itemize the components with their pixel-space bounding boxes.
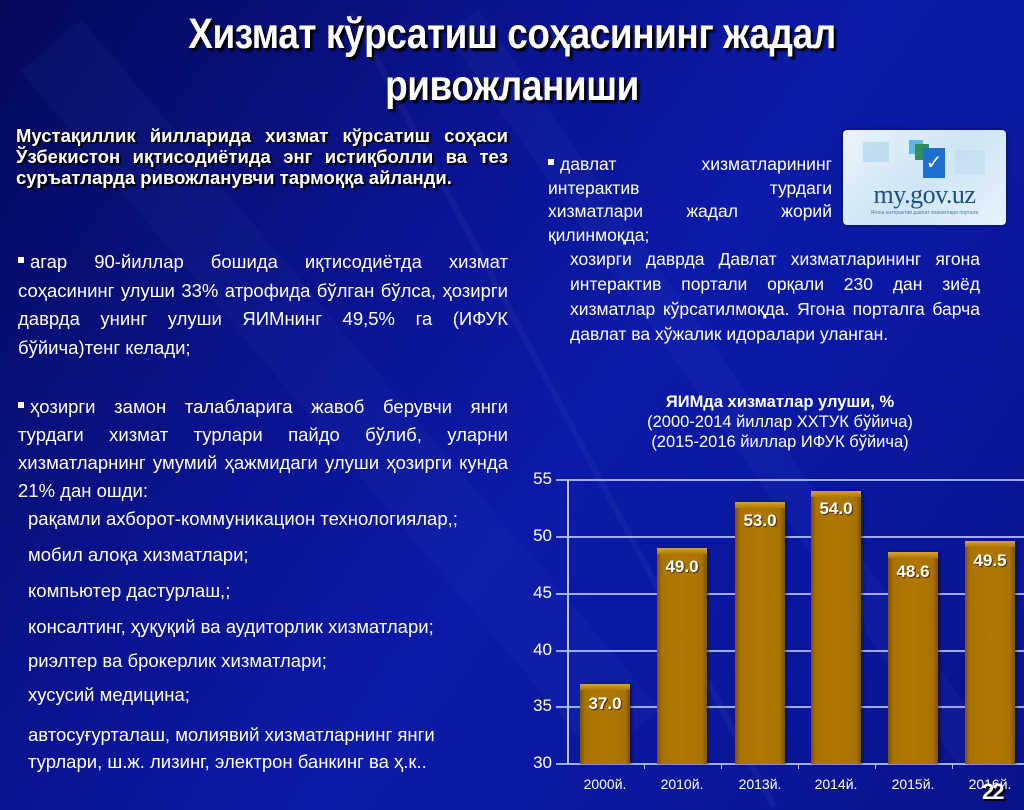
slide-number: 22 (982, 779, 1005, 804)
logo-text: my.gov.uz (873, 180, 976, 209)
paragraph-services-share-text: агар 90-йиллар бошида иқтисодиётда хизма… (18, 251, 508, 358)
slide-title-line1: Хизмат кўрсатиш соҳасининг жадал (188, 10, 836, 58)
logo-subtext: Ягона интерактив давлат хизматлари порта… (870, 210, 979, 216)
y-tick-label: 40 (533, 640, 552, 659)
bullet-square-icon (18, 257, 24, 264)
background-streak (445, 9, 995, 771)
gridline (556, 593, 1024, 595)
x-axis-line (556, 763, 1024, 765)
services-list-item: компьютер дастурлаш,; (28, 580, 231, 601)
services-list-item: автосуғурталаш, молиявий хизматларнинг я… (28, 724, 435, 772)
x-tick-mark (644, 764, 645, 769)
bullet-square-icon (548, 159, 554, 166)
chart-title: ЯИМда хизматлар улуши, % (2000-2014 йилл… (580, 392, 980, 452)
x-tick-label: 2013й. (738, 776, 782, 792)
y-axis-line (567, 479, 569, 764)
bar-2014 (811, 491, 861, 764)
bar-2016 (965, 541, 1015, 764)
x-tick-mark (952, 764, 953, 769)
bar-value-label: 53.0 (743, 511, 777, 530)
bar-value-label: 54.0 (819, 499, 853, 518)
y-tick-label: 30 (533, 753, 552, 772)
x-tick-label: 2010й. (660, 776, 704, 792)
chart-title-main: ЯИМда хизматлар улуши, % (665, 393, 895, 411)
paragraph-new-services: ҳозирги замон талабларига жавоб берувчи … (18, 393, 508, 505)
intro-statement: Мустақиллик йилларида хизмат кўрсатиш со… (16, 125, 508, 188)
services-list-item: рақамли ахборот-коммуникацион технология… (28, 508, 458, 529)
services-list-item: мобил алоқа хизматлари; (28, 544, 249, 565)
y-tick-label: 45 (533, 583, 552, 602)
bar-value-label: 37.0 (588, 694, 622, 713)
x-tick-mark (798, 764, 799, 769)
bar-2000 (580, 684, 630, 764)
paragraph-new-services-text: ҳозирги замон талабларига жавоб берувчи … (18, 396, 508, 501)
services-list: рақамли ахборот-коммуникацион технология… (28, 507, 508, 775)
gridline (556, 706, 1024, 708)
gridline (556, 536, 1024, 538)
services-list-item: хусусий медицина; (28, 684, 190, 705)
bar-value-label: 48.6 (896, 562, 930, 581)
y-tick-label: 55 (533, 469, 552, 488)
chart-subtitle-2: (2015-2016 йиллар ИФУК бўйича) (651, 433, 909, 451)
bar-value-label: 49.5 (973, 551, 1007, 570)
bar-2015 (888, 552, 938, 764)
gridline (556, 650, 1024, 652)
bullet-square-icon (18, 402, 24, 409)
x-tick-mark (875, 764, 876, 769)
checkmark-icon: ✓ (923, 148, 945, 178)
gridline (556, 479, 1024, 481)
slide-title: Хизмат кўрсатиш соҳасининг жадал ривожла… (72, 8, 953, 112)
paragraph-portal: хозирги даврда Давлат хизматларининг яго… (570, 249, 980, 344)
paragraph-services-share: агар 90-йиллар бошида иқтисодиётда хизма… (18, 248, 508, 362)
services-list-item: консалтинг, ҳуқуқий ва аудиторлик хизмат… (28, 616, 434, 637)
x-tick-label: 2014й. (814, 776, 858, 792)
slide-title-line2: ривожланиши (385, 62, 639, 110)
paragraph-interactive-services: давлат хизматларининг интерактив турдаги х… (548, 154, 832, 245)
x-tick-label: 2015й. (891, 776, 935, 792)
bar-2013 (735, 502, 785, 764)
y-tick-label: 35 (533, 696, 552, 715)
chart-subtitle-1: (2000-2014 йиллар ХХТУК бўйича) (647, 413, 913, 431)
bar-2010 (657, 548, 707, 764)
bar-value-label: 49.0 (665, 557, 699, 576)
x-tick-label: 2000й. (583, 776, 627, 792)
y-tick-label: 50 (533, 526, 552, 545)
x-tick-mark (721, 764, 722, 769)
my-gov-uz-logo: ✓ my.gov.uz Ягона интерактив давлат хизм… (843, 130, 1006, 225)
services-list-item: риэлтер ва брокерлик хизматлари; (28, 650, 327, 671)
